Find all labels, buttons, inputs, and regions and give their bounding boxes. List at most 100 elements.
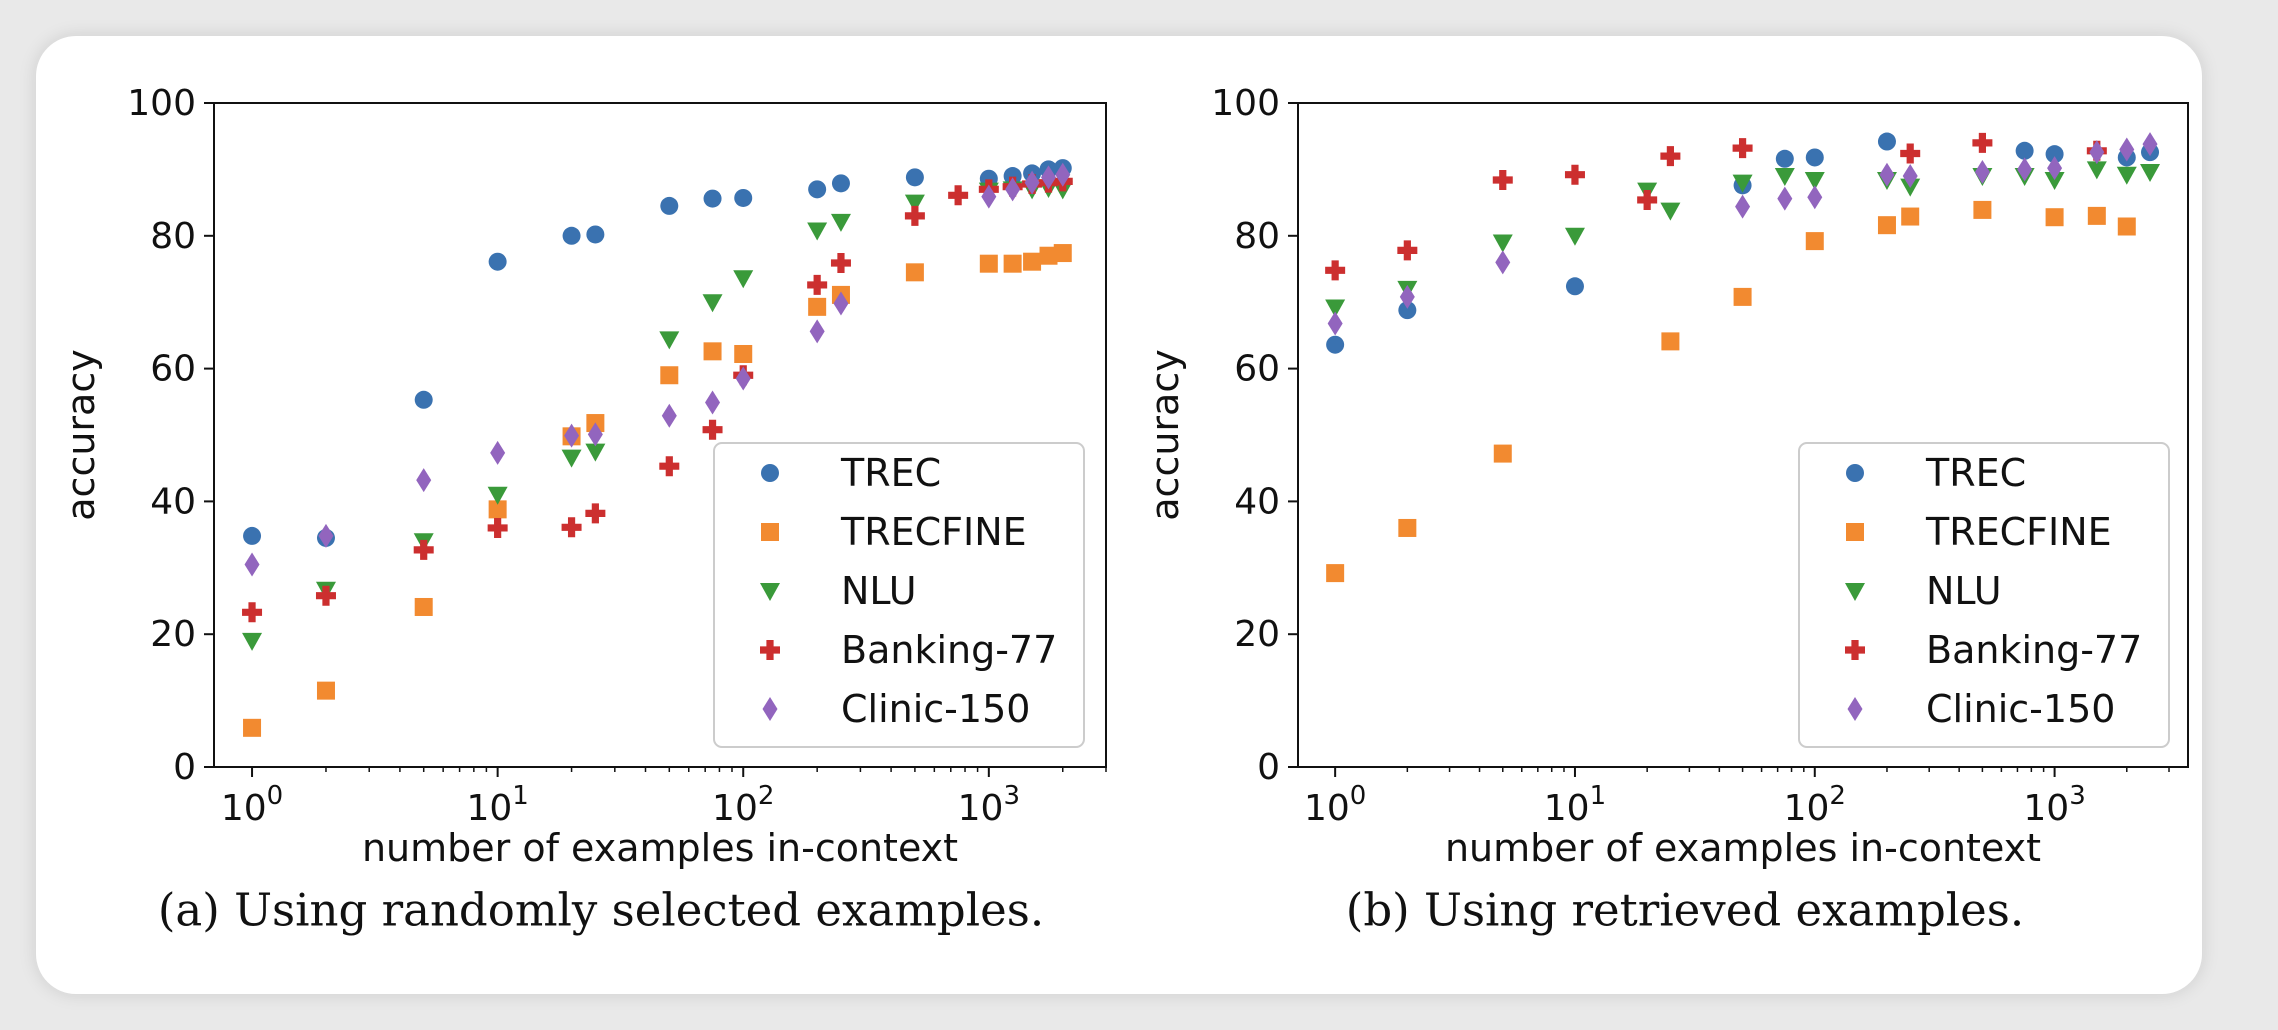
- data-point-banking-77: [1564, 164, 1585, 185]
- data-point-trec: [808, 180, 827, 199]
- data-point-banking-77: [1325, 260, 1346, 281]
- data-point-clinic-150: [564, 423, 580, 448]
- data-point-clinic-150: [1902, 164, 1918, 189]
- data-point-trec: [1877, 132, 1896, 151]
- data-point-trec: [734, 188, 753, 207]
- data-point-clinic-150: [809, 319, 825, 344]
- legend-marker-trec: [761, 464, 779, 482]
- data-point-trecfine: [1805, 232, 1824, 251]
- data-point-trecfine: [1023, 252, 1042, 271]
- data-point-clinic-150: [2142, 132, 2158, 157]
- data-point-trec: [414, 390, 433, 409]
- data-point-clinic-150: [2119, 137, 2135, 162]
- data-point-banking-77: [1397, 240, 1418, 261]
- data-point-clinic-150: [2017, 157, 2033, 182]
- y-tick-label: 40: [1234, 481, 1280, 522]
- legend-label-clinic-150: Clinic-150: [841, 687, 1030, 731]
- data-point-clinic-150: [1777, 186, 1793, 211]
- data-point-trec: [1805, 148, 1824, 167]
- data-point-trecfine: [1003, 254, 1022, 273]
- plot-frame: [1297, 102, 2189, 768]
- legend-marker-banking-77: [1845, 640, 1865, 660]
- x-tick-label: 102: [1784, 781, 1846, 829]
- data-point-nlu: [1492, 234, 1513, 253]
- data-point-clinic-150: [1735, 194, 1751, 219]
- data-point-clinic-150: [661, 403, 677, 428]
- data-point-clinic-150: [490, 440, 506, 465]
- data-point-nlu: [659, 331, 680, 350]
- data-point-banking-77: [1637, 189, 1658, 210]
- data-point-trecfine: [1053, 244, 1072, 263]
- y-tick-label: 20: [1234, 614, 1280, 655]
- legend-label-banking-77: Banking-77: [1926, 628, 2142, 672]
- y-tick-label: 20: [150, 614, 196, 655]
- data-point-banking-77: [1732, 138, 1753, 159]
- legend-marker-nlu: [760, 583, 780, 601]
- data-point-nlu: [702, 294, 723, 313]
- series-trec: [1326, 132, 2160, 354]
- data-point-clinic-150: [1055, 162, 1071, 187]
- data-point-nlu: [733, 270, 754, 289]
- data-point-trec: [488, 252, 507, 271]
- data-point-trecfine: [2087, 206, 2106, 225]
- legend-marker-nlu: [1845, 583, 1865, 601]
- data-point-clinic-150: [1399, 284, 1415, 309]
- data-point-trec: [905, 168, 924, 187]
- data-point-clinic-150: [2047, 156, 2063, 181]
- y-tick-label: 0: [173, 747, 196, 788]
- data-point-banking-77: [487, 517, 508, 538]
- data-point-nlu: [487, 486, 508, 505]
- data-point-trec: [243, 526, 262, 545]
- data-point-nlu: [2086, 161, 2107, 180]
- data-point-trec: [1398, 301, 1417, 320]
- data-point-trecfine: [414, 597, 433, 616]
- data-point-nlu: [2116, 166, 2137, 185]
- data-point-clinic-150: [1974, 160, 1990, 185]
- plot-frame: [213, 102, 1107, 768]
- data-point-clinic-150: [244, 552, 260, 577]
- legend-label-clinic-150: Clinic-150: [1926, 687, 2115, 731]
- data-point-trecfine: [734, 344, 753, 363]
- series-trecfine: [1326, 200, 2136, 583]
- series-clinic-150: [1327, 132, 2158, 336]
- y-tick-label: 80: [150, 216, 196, 257]
- data-point-trecfine: [703, 342, 722, 361]
- data-point-trecfine: [2045, 208, 2064, 227]
- legend-label-trecfine: TRECFINE: [1925, 510, 2112, 554]
- data-point-nlu: [904, 194, 925, 213]
- legend-marker-banking-77: [760, 640, 780, 660]
- data-point-nlu: [2044, 172, 2065, 191]
- y-axis-label: accuracy: [59, 349, 103, 520]
- data-point-clinic-150: [2089, 140, 2105, 165]
- legend-marker-trec: [1846, 464, 1864, 482]
- data-point-banking-77: [830, 253, 851, 274]
- legend-box: [1798, 442, 2170, 748]
- data-point-clinic-150: [1879, 162, 1895, 187]
- x-tick-label: 103: [2023, 781, 2085, 829]
- data-point-trec: [562, 226, 581, 245]
- x-tick-label: 103: [958, 781, 1020, 829]
- data-point-banking-77: [585, 503, 606, 524]
- legend-label-trecfine: TRECFINE: [840, 510, 1027, 554]
- data-point-trecfine: [1901, 207, 1920, 226]
- legend-marker-trecfine: [1846, 523, 1864, 541]
- legend-box: [713, 442, 1085, 748]
- chart-panel-b: 100 101 102 103 0 20 40 60 80 100 number of exampl…: [1143, 83, 2189, 870]
- x-axis-label: number of examples in-context: [362, 826, 958, 870]
- x-tick-label: 101: [466, 781, 528, 829]
- data-point-trecfine: [1661, 332, 1680, 351]
- data-point-trecfine: [488, 500, 507, 519]
- data-point-clinic-150: [981, 184, 997, 209]
- data-point-nlu: [1564, 227, 1585, 246]
- chart-panel-a: 100 101 102 103 0 20 40 60 80 100 number of exampl…: [59, 83, 1107, 870]
- data-point-banking-77: [561, 517, 582, 538]
- data-point-nlu: [1804, 172, 1825, 191]
- data-point-trec: [586, 225, 605, 244]
- data-point-nlu: [830, 213, 851, 232]
- data-point-clinic-150: [1807, 185, 1823, 210]
- data-point-trecfine: [979, 254, 998, 273]
- data-point-banking-77: [948, 185, 969, 206]
- data-point-banking-77: [242, 602, 263, 623]
- data-point-trecfine: [2117, 217, 2136, 236]
- data-point-clinic-150: [1327, 311, 1343, 336]
